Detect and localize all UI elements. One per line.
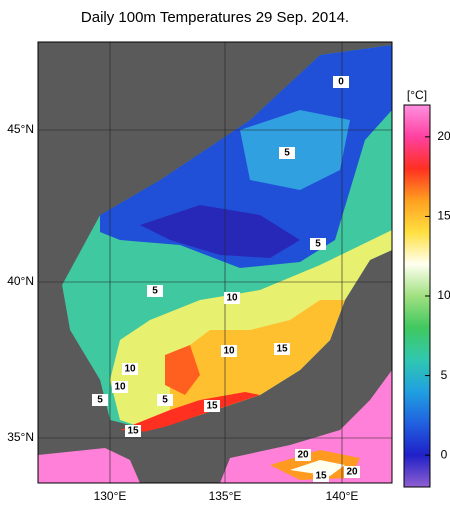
colorbar-tick-label: 0 — [441, 447, 448, 461]
contour-label: 20 — [346, 467, 358, 478]
colorbar-tick-label: 5 — [441, 368, 448, 382]
contour-label: 5 — [152, 286, 158, 297]
contour-label: 15 — [315, 471, 327, 482]
contour-label: 5 — [162, 395, 168, 406]
cold-core — [140, 205, 300, 258]
contour-label: 15 — [276, 344, 288, 355]
graticule — [38, 42, 392, 483]
pacific — [220, 370, 392, 483]
contour-label: 5 — [284, 148, 290, 159]
map-frame — [37, 41, 393, 484]
colorbar-tick-label: 10 — [437, 288, 450, 302]
colorbar-tick-label: 15 — [437, 209, 450, 223]
contour-label-bg — [122, 363, 138, 375]
warmer-water — [170, 300, 345, 415]
korea — [38, 42, 330, 450]
contour-label-bg — [112, 381, 128, 393]
contour-label: 10 — [124, 364, 136, 375]
title: Daily 100m Temperatures 29 Sep. 2014. — [81, 9, 349, 26]
contour-label-bg — [92, 394, 108, 406]
contour-label-bg — [221, 345, 237, 357]
contour-label-bg — [344, 466, 360, 478]
contour-label: 0 — [338, 77, 344, 88]
contour-label-bg — [279, 147, 295, 159]
lat-label: 40°N — [7, 274, 34, 288]
lat-label: 45°N — [7, 122, 34, 136]
lon-label: 140°E — [326, 489, 359, 503]
contour-label-bg — [313, 470, 329, 482]
contour-label-bg — [125, 425, 141, 437]
contour-label-bg — [147, 285, 163, 297]
contour-label-bg — [310, 238, 326, 250]
contour-label-bg — [204, 400, 220, 412]
lon-label: 135°E — [209, 489, 242, 503]
colorbar-label: [°C] — [407, 88, 427, 102]
contour-label-bg — [295, 449, 311, 461]
contour-label: 5 — [315, 239, 321, 250]
contour-label-bg — [224, 292, 240, 304]
lon-label: 130°E — [94, 489, 127, 503]
contour-label: 10 — [223, 346, 235, 357]
hot-water — [165, 345, 200, 395]
lat-label: 35°N — [7, 430, 34, 444]
kuroshio-core — [290, 460, 345, 476]
contour-label-bg — [157, 394, 173, 406]
contour-label: 10 — [114, 382, 126, 393]
contour-label: 15 — [127, 426, 139, 437]
contour-label: 10 — [226, 293, 238, 304]
contour-label-bg — [333, 76, 349, 88]
colorbar-tick-label: 20 — [437, 129, 450, 143]
contour-label-bg — [274, 343, 290, 355]
contour-label: 5 — [97, 395, 103, 406]
honshu — [110, 250, 392, 455]
contour-label: 20 — [297, 450, 309, 461]
map-area — [38, 42, 392, 483]
contour-label: 15 — [206, 401, 218, 412]
east-china-sea — [38, 448, 140, 483]
